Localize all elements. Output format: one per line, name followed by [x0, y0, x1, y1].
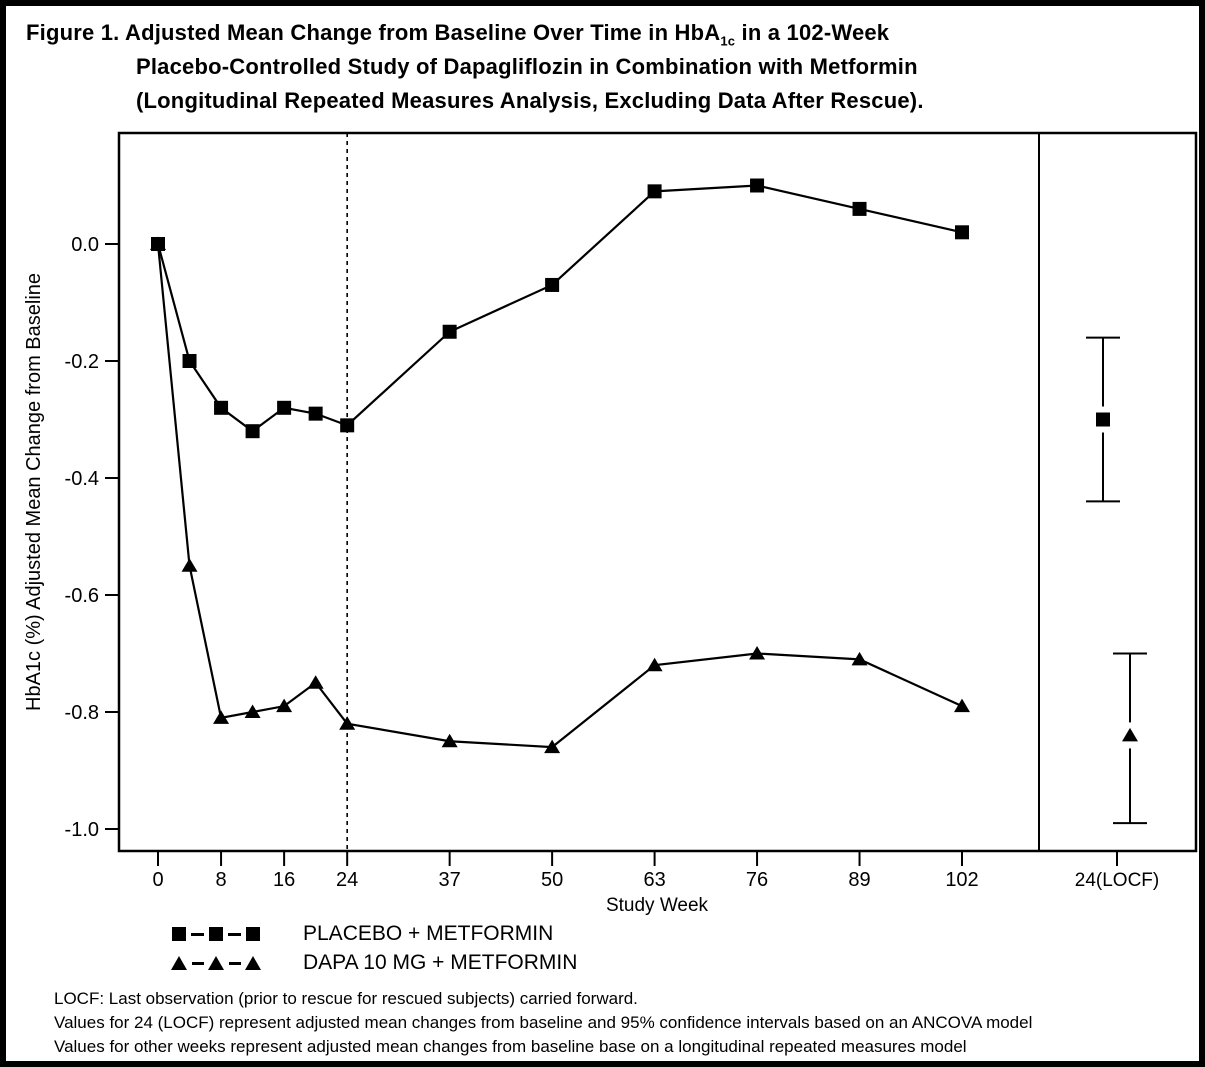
series-dapa-marker — [954, 698, 971, 713]
square-series-marker-icon — [172, 926, 260, 941]
x-tick-label: 37 — [439, 869, 461, 891]
footnote-locf-definition: LOCF: Last observation (prior to rescue … — [54, 989, 638, 1008]
x-axis-title: Study Week — [606, 895, 709, 916]
x-tick-label: 102 — [945, 869, 978, 891]
series-placebo-marker — [852, 201, 867, 216]
series-dapa-marker — [213, 710, 230, 724]
legend-label-dapa: DAPA 10 MG + METFORMIN — [303, 950, 578, 974]
series-placebo-marker — [151, 237, 165, 251]
series-dapa-marker — [339, 716, 356, 730]
y-tick-label: -1.0 — [65, 819, 99, 841]
chart-legend: PLACEBO + METFORMIN DAPA 10 MG + METFORM… — [171, 919, 577, 977]
y-axis-title: HbA1c (%) Adjusted Mean Change from Base… — [23, 273, 45, 711]
y-tick-label: -0.8 — [65, 702, 99, 724]
series-dapa-marker — [544, 739, 561, 754]
series-dapa-line — [156, 243, 963, 749]
series-dapa-marker — [646, 657, 663, 672]
series-dapa-marker — [276, 698, 293, 713]
y-tick-label: -0.2 — [65, 351, 99, 373]
series-placebo-marker — [277, 400, 292, 415]
locf-placebo-mean-marker — [1096, 412, 1110, 427]
figure-footnotes: LOCF: Last observation (prior to rescue … — [54, 987, 1032, 1059]
series-placebo-marker — [750, 178, 765, 193]
series-dapa-marker — [851, 651, 868, 666]
series-placebo-marker — [308, 406, 323, 421]
x-tick-label: 24 — [336, 869, 358, 891]
series-placebo-marker — [442, 324, 457, 339]
triangle-series-marker-icon — [171, 955, 261, 970]
series-placebo-marker — [214, 400, 229, 415]
series-placebo-marker — [182, 354, 197, 368]
x-tick-label: 16 — [273, 869, 295, 891]
series-dapa — [150, 236, 971, 754]
y-axis: 0.0 -0.2 -0.4 -0.6 -0.8 -1.0 HbA1c (%) Adjuste… — [23, 234, 119, 841]
series-placebo-marker — [545, 277, 560, 292]
series-placebo-marker — [340, 418, 355, 433]
title-text: Figure 1. Adjusted Mean Change from Base… — [26, 20, 721, 45]
y-tick-label: 0.0 — [71, 234, 99, 256]
series-placebo-marker — [647, 184, 662, 199]
legend-label-placebo: PLACEBO + METFORMIN — [303, 921, 554, 945]
series-dapa-marker — [441, 733, 458, 748]
series-placebo-line — [156, 184, 963, 433]
locf-errorbar-placebo — [1086, 336, 1120, 503]
y-tick-label: -0.6 — [65, 585, 99, 607]
locf-dapa-mean-marker — [1122, 727, 1138, 742]
x-tick-label: 76 — [746, 869, 768, 891]
y-tick-label: -0.4 — [65, 468, 99, 490]
locf-errorbar-dapa — [1113, 652, 1147, 825]
x-tick-label: 63 — [643, 869, 665, 891]
chart-canvas: 0.0 -0.2 -0.4 -0.6 -0.8 -1.0 HbA1c (%) Adjuste… — [23, 131, 1198, 916]
series-placebo-marker — [245, 424, 260, 439]
figure-title-line-3: (Longitudinal Repeated Measures Analysis… — [136, 88, 924, 113]
hba1c-subscript: 1c — [720, 33, 736, 49]
x-axis: 0 8 16 24 37 50 63 76 89 102 Study Week 24(LOCF) — [152, 851, 1159, 916]
footnote-ancova-model: Values for 24 (LOCF) represent adjusted … — [54, 1013, 1033, 1032]
legend-row-placebo: PLACEBO + METFORMIN — [171, 919, 577, 948]
legend-row-dapa: DAPA 10 MG + METFORMIN — [171, 948, 577, 977]
title-text: in a 102-Week — [735, 20, 890, 45]
x-tick-label: 8 — [215, 869, 226, 891]
series-dapa-marker — [749, 646, 766, 660]
x-tick-label: 89 — [848, 869, 870, 891]
figure-title-line-2: Placebo-Controlled Study of Dapagliflozi… — [136, 54, 918, 79]
series-dapa-marker — [307, 675, 324, 689]
series-dapa-marker — [244, 704, 261, 718]
figure-title: Figure 1. Adjusted Mean Change from Base… — [26, 16, 1086, 118]
x-tick-label: 0 — [152, 869, 163, 891]
locf-tick-label: 24(LOCF) — [1075, 870, 1159, 891]
figure-title-line-1: Figure 1. Adjusted Mean Change from Base… — [26, 16, 1086, 50]
series-placebo — [151, 178, 970, 439]
series-placebo-marker — [955, 225, 970, 240]
x-tick-label: 50 — [541, 869, 563, 891]
series-dapa-marker — [181, 558, 198, 572]
footnote-repeated-measures-model: Values for other weeks represent adjuste… — [54, 1037, 967, 1056]
plot-frame — [117, 131, 1198, 853]
